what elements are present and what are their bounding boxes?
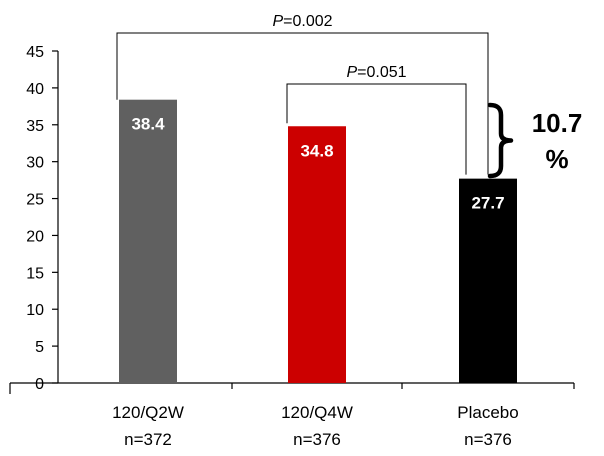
y-tick-label-45: 45 xyxy=(26,44,44,61)
difference-label-value: 10.7 xyxy=(532,108,583,138)
bar-2 xyxy=(459,178,517,383)
category-label-0: 120/Q2W xyxy=(112,403,184,422)
significance-bracket-1 xyxy=(286,83,467,175)
y-tick-label-15: 15 xyxy=(26,265,44,282)
category-n-2: n=376 xyxy=(464,430,512,449)
y-tick-label-20: 20 xyxy=(26,228,44,245)
y-tick-label-10: 10 xyxy=(26,302,44,319)
y-tick-label-5: 5 xyxy=(35,339,44,356)
y-tick-label-0: 0 xyxy=(35,376,44,393)
y-tick-label-25: 25 xyxy=(26,192,44,209)
bar-0 xyxy=(119,99,177,384)
category-label-1: 120/Q4W xyxy=(281,403,353,422)
axes: 0 5 10 15 20 25 30 35 40 45 xyxy=(9,44,575,394)
p-value-label-1: P=0.051 xyxy=(346,64,406,81)
data-label-0: 38.4 xyxy=(131,115,165,134)
p-value-label-0: P=0.002 xyxy=(272,13,332,30)
bars: 38.4 120/Q2W n=372 34.8 120/Q4W n=376 27.7 Plac… xyxy=(112,99,519,449)
y-tick-label-30: 30 xyxy=(26,155,44,172)
bar-1 xyxy=(288,126,346,384)
category-n-1: n=376 xyxy=(293,430,341,449)
category-n-0: n=372 xyxy=(124,430,172,449)
y-tick-label-35: 35 xyxy=(26,118,44,135)
data-label-1: 34.8 xyxy=(300,141,333,160)
difference-label-unit: % xyxy=(545,144,568,174)
significance-bracket-0 xyxy=(116,32,489,175)
data-label-2: 27.7 xyxy=(471,194,504,213)
annotations: P=0.002 P=0.051 10.7% xyxy=(116,13,583,179)
difference-brace xyxy=(487,102,514,179)
y-tick-label-40: 40 xyxy=(26,81,44,98)
category-label-2: Placebo xyxy=(457,403,518,422)
